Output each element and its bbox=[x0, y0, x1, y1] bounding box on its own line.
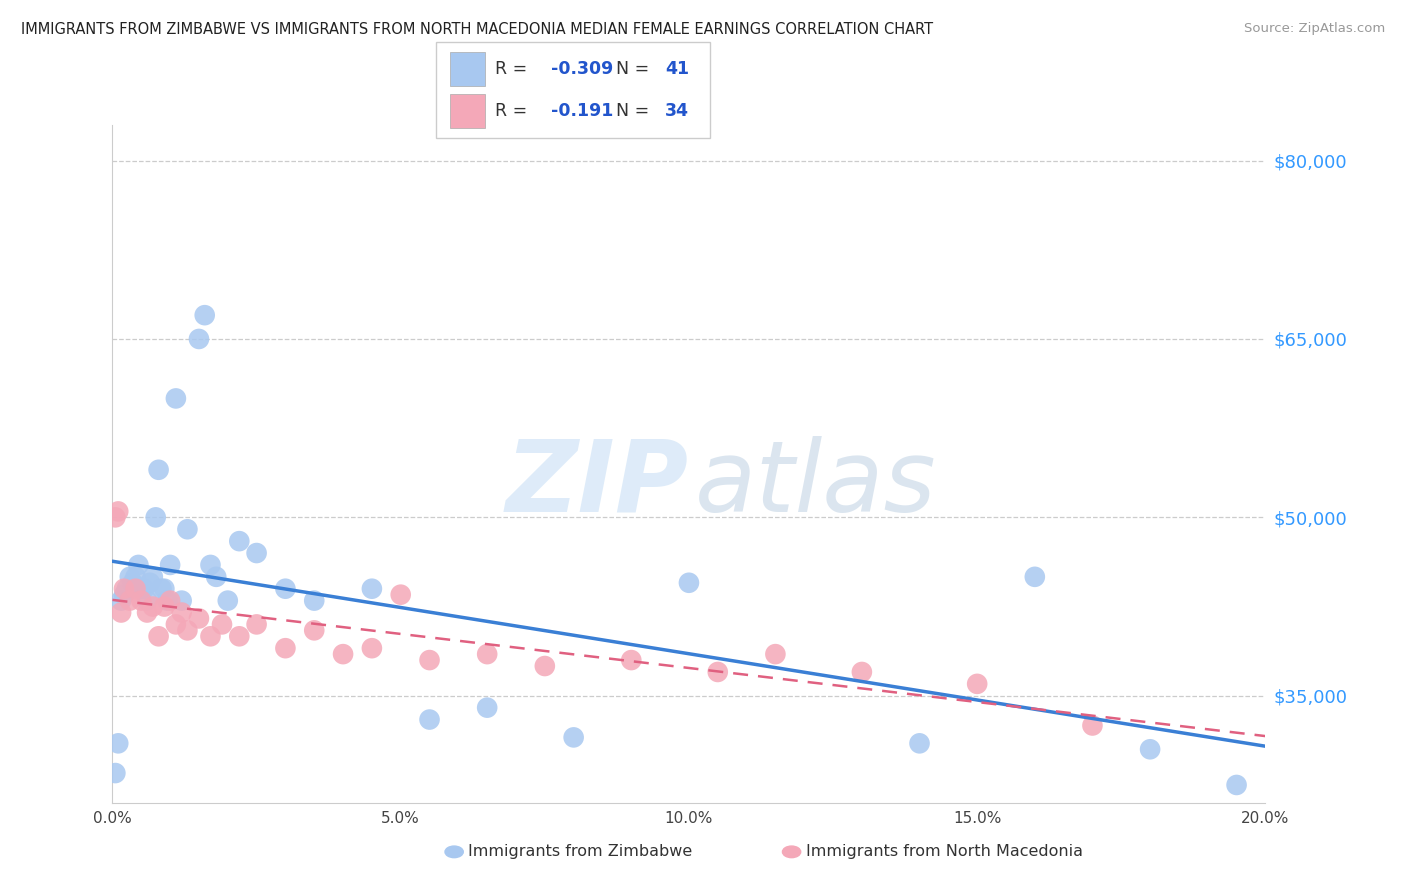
Point bbox=[153, 599, 176, 614]
Point bbox=[110, 593, 132, 607]
Point bbox=[562, 731, 585, 745]
Point bbox=[1081, 718, 1104, 732]
Point bbox=[908, 736, 931, 750]
Point bbox=[142, 599, 165, 614]
Text: -0.191: -0.191 bbox=[551, 103, 613, 120]
Point bbox=[165, 392, 187, 406]
Point bbox=[217, 593, 239, 607]
Point bbox=[419, 653, 441, 667]
Point bbox=[134, 582, 156, 596]
Point bbox=[211, 617, 233, 632]
Point bbox=[475, 647, 498, 661]
Text: -0.309: -0.309 bbox=[551, 60, 613, 78]
Point bbox=[127, 558, 149, 572]
Point bbox=[678, 575, 700, 590]
Point bbox=[139, 575, 162, 590]
Point bbox=[1024, 570, 1046, 584]
Point bbox=[104, 766, 127, 780]
Point bbox=[194, 308, 217, 322]
Point bbox=[110, 606, 132, 620]
Point bbox=[176, 624, 198, 638]
Point bbox=[153, 582, 176, 596]
Point bbox=[107, 504, 129, 518]
Point bbox=[156, 593, 179, 607]
Point bbox=[475, 700, 498, 714]
Point bbox=[188, 611, 211, 625]
Point bbox=[142, 570, 165, 584]
Point bbox=[118, 593, 141, 607]
Text: R =: R = bbox=[495, 103, 527, 120]
Point bbox=[245, 617, 267, 632]
Point bbox=[205, 570, 228, 584]
Point bbox=[1139, 742, 1161, 756]
Point bbox=[112, 582, 135, 596]
Point bbox=[200, 629, 222, 643]
Point bbox=[129, 593, 153, 607]
Point bbox=[620, 653, 643, 667]
Text: atlas: atlas bbox=[695, 435, 936, 533]
Point bbox=[176, 522, 198, 536]
Text: R =: R = bbox=[495, 60, 527, 78]
Point bbox=[274, 582, 297, 596]
Point bbox=[145, 510, 167, 524]
Point bbox=[706, 665, 728, 679]
Point bbox=[112, 588, 135, 602]
Point bbox=[165, 617, 187, 632]
Point bbox=[274, 641, 297, 656]
Point bbox=[150, 582, 173, 596]
Text: N =: N = bbox=[616, 60, 650, 78]
Point bbox=[115, 582, 138, 596]
Text: IMMIGRANTS FROM ZIMBABWE VS IMMIGRANTS FROM NORTH MACEDONIA MEDIAN FEMALE EARNIN: IMMIGRANTS FROM ZIMBABWE VS IMMIGRANTS F… bbox=[21, 22, 934, 37]
Point bbox=[389, 588, 412, 602]
Text: 41: 41 bbox=[665, 60, 689, 78]
Point bbox=[304, 593, 326, 607]
Point bbox=[245, 546, 267, 560]
Text: Immigrants from Zimbabwe: Immigrants from Zimbabwe bbox=[468, 845, 692, 859]
Point bbox=[419, 713, 441, 727]
Point bbox=[148, 463, 170, 477]
Point bbox=[1226, 778, 1249, 792]
Point bbox=[966, 677, 988, 691]
Point bbox=[851, 665, 873, 679]
Point bbox=[765, 647, 787, 661]
Text: Immigrants from North Macedonia: Immigrants from North Macedonia bbox=[806, 845, 1083, 859]
Point bbox=[360, 582, 382, 596]
Point bbox=[121, 575, 143, 590]
Point bbox=[104, 510, 127, 524]
Text: 34: 34 bbox=[665, 103, 689, 120]
Point bbox=[360, 641, 382, 656]
Point bbox=[136, 593, 159, 607]
Text: ZIP: ZIP bbox=[506, 435, 689, 533]
Point bbox=[533, 659, 555, 673]
Point bbox=[159, 593, 181, 607]
Text: N =: N = bbox=[616, 103, 650, 120]
Point bbox=[148, 629, 170, 643]
Point bbox=[304, 624, 326, 638]
Point bbox=[170, 606, 193, 620]
Point bbox=[200, 558, 222, 572]
Point bbox=[228, 534, 250, 549]
Point bbox=[170, 593, 193, 607]
Point bbox=[332, 647, 354, 661]
Point bbox=[159, 558, 181, 572]
Point bbox=[136, 606, 159, 620]
Point bbox=[129, 582, 153, 596]
Point bbox=[107, 736, 129, 750]
Point bbox=[228, 629, 250, 643]
Point bbox=[124, 582, 146, 596]
Point bbox=[188, 332, 211, 346]
Point bbox=[118, 570, 141, 584]
Text: Source: ZipAtlas.com: Source: ZipAtlas.com bbox=[1244, 22, 1385, 36]
Point bbox=[124, 570, 146, 584]
